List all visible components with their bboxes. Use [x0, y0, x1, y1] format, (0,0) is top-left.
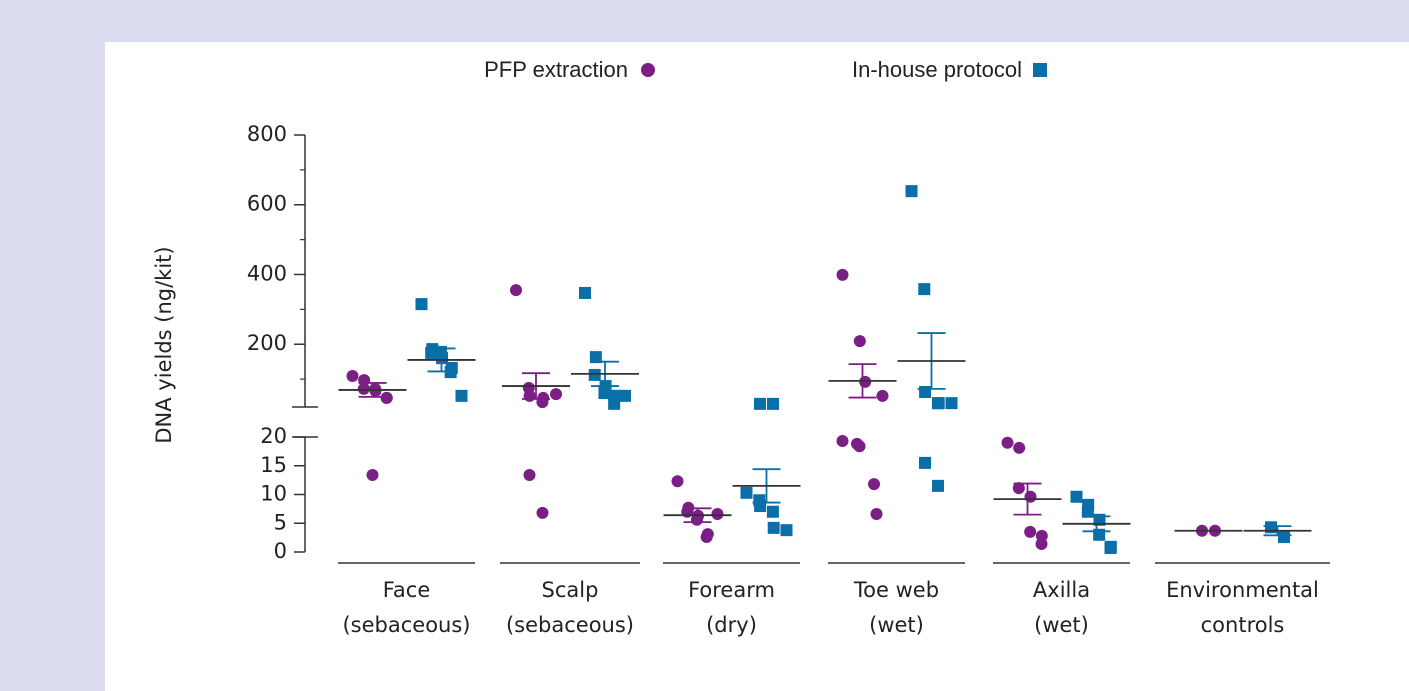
data-point	[1024, 525, 1037, 538]
x-tick-label: (sebaceous)	[342, 613, 470, 637]
data-point	[767, 397, 779, 410]
x-tick-label: (sebaceous)	[506, 613, 634, 637]
data-point	[1001, 436, 1014, 449]
data-point	[754, 397, 766, 410]
x-tick-label: Forearm	[688, 578, 775, 602]
x-tick-label: Axilla	[1033, 578, 1090, 602]
x-tick-label: (wet)	[869, 613, 924, 637]
legend-label: PFP extraction	[484, 57, 628, 82]
x-tick-label: controls	[1201, 613, 1285, 637]
y-tick-label: 15	[260, 453, 287, 477]
data-point	[853, 335, 866, 348]
data-point	[853, 440, 866, 453]
data-point	[932, 479, 944, 492]
data-point	[608, 397, 621, 410]
y-tick-label: 200	[247, 331, 287, 355]
data-point	[1278, 531, 1290, 544]
data-point	[876, 389, 889, 402]
data-point	[346, 369, 359, 382]
data-point	[369, 382, 382, 395]
data-point	[588, 368, 601, 381]
data-point	[919, 456, 931, 469]
data-point	[780, 524, 793, 537]
data-point	[700, 531, 713, 544]
data-point	[711, 508, 724, 521]
data-point	[536, 506, 549, 519]
y-tick-label: 800	[247, 122, 287, 146]
data-point	[425, 346, 438, 359]
data-point	[767, 521, 780, 534]
data-point	[357, 382, 370, 395]
data-point	[836, 268, 849, 281]
x-tick-label: Face	[383, 578, 431, 602]
data-point	[671, 475, 684, 488]
data-point	[870, 508, 883, 521]
data-point	[919, 386, 932, 399]
data-point	[868, 478, 880, 491]
y-tick-label: 5	[274, 510, 287, 534]
data-point	[455, 389, 468, 402]
x-tick-label: Toe web	[853, 578, 939, 602]
data-point	[366, 468, 379, 481]
data-point	[537, 391, 550, 404]
data-point	[1081, 505, 1094, 518]
data-point	[932, 397, 945, 410]
data-point	[1104, 541, 1117, 554]
y-tick-label: 20	[260, 424, 287, 448]
data-point	[415, 298, 428, 311]
data-point	[1024, 490, 1037, 503]
x-tick-label: Environmental	[1166, 578, 1319, 602]
data-point	[836, 435, 849, 448]
legend-marker	[641, 63, 655, 77]
data-point	[523, 389, 536, 402]
data-point	[905, 185, 918, 198]
data-point	[380, 391, 393, 404]
data-point	[945, 397, 958, 410]
y-tick-label: 0	[274, 539, 287, 563]
data-point	[619, 389, 631, 402]
data-point	[740, 486, 753, 499]
x-tick-label: Scalp	[542, 578, 599, 602]
figure-panel	[105, 42, 1409, 691]
x-tick-label: (wet)	[1034, 613, 1089, 637]
legend-marker	[1033, 63, 1047, 77]
data-point	[1012, 482, 1025, 495]
y-axis-label: DNA yields (ng/kit)	[152, 246, 176, 443]
data-point	[1035, 537, 1048, 550]
legend-label: In-house protocol	[852, 57, 1022, 82]
x-tick-label: (dry)	[706, 613, 757, 637]
data-point	[1013, 441, 1026, 454]
y-tick-label: 600	[247, 192, 287, 216]
data-point	[579, 286, 591, 299]
data-point	[859, 375, 872, 388]
data-point	[918, 283, 931, 296]
data-point	[589, 351, 602, 364]
data-point	[598, 387, 611, 400]
data-point	[510, 284, 522, 297]
data-point	[550, 388, 562, 401]
data-point	[766, 505, 779, 518]
y-tick-label: 400	[247, 261, 287, 285]
data-point	[1070, 490, 1083, 503]
data-point	[523, 468, 536, 481]
y-tick-label: 10	[260, 482, 287, 506]
